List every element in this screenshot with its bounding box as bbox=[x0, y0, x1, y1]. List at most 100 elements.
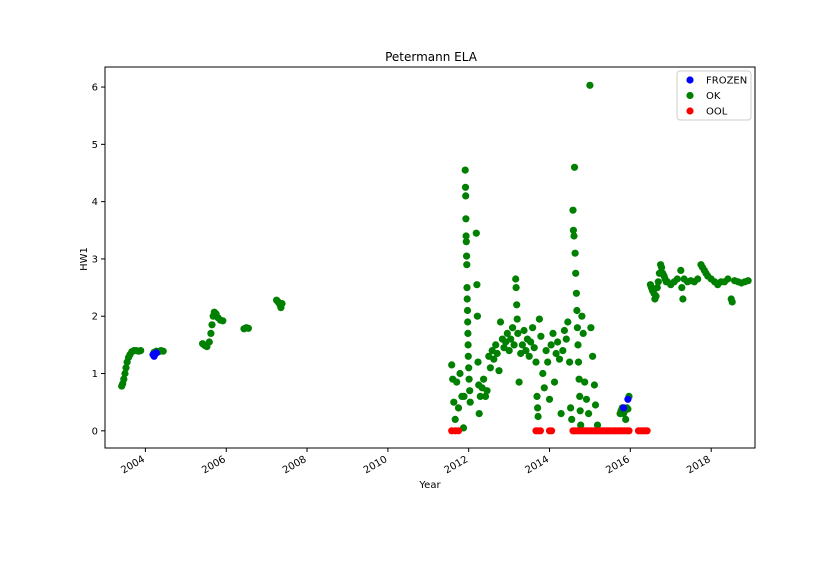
ok-marker bbox=[539, 369, 547, 378]
ok-marker bbox=[121, 369, 129, 378]
ok-marker bbox=[586, 81, 594, 89]
ok-marker bbox=[533, 392, 541, 400]
ok-marker bbox=[493, 349, 501, 358]
ok-marker bbox=[573, 306, 581, 315]
legend-label-frozen: FROZEN bbox=[706, 76, 747, 87]
ok-marker bbox=[480, 375, 488, 383]
ok-marker bbox=[464, 329, 472, 337]
legend-box bbox=[676, 70, 752, 121]
y-tick-label: 1 bbox=[92, 369, 98, 380]
ok-marker bbox=[585, 410, 593, 418]
ok-marker bbox=[744, 277, 752, 285]
ok-marker bbox=[507, 335, 515, 343]
ok-marker bbox=[654, 278, 662, 286]
ok-marker bbox=[562, 335, 570, 343]
ok-marker bbox=[461, 183, 470, 191]
ok-marker bbox=[514, 329, 522, 337]
ok-marker bbox=[278, 300, 286, 308]
y-axis: 0 1 2 3 4 5 6 bbox=[92, 83, 105, 437]
ok-marker bbox=[120, 375, 128, 383]
ok-marker bbox=[472, 229, 480, 237]
ok-marker bbox=[476, 392, 484, 400]
chart-title: Petermann ELA bbox=[385, 50, 478, 64]
ok-marker bbox=[576, 407, 584, 415]
ok-marker bbox=[505, 347, 513, 355]
ok-marker bbox=[569, 206, 577, 214]
ok-marker bbox=[462, 215, 470, 223]
ok-marker bbox=[530, 344, 538, 352]
ok-marker bbox=[522, 347, 530, 355]
ok-marker bbox=[540, 384, 548, 392]
ok-marker bbox=[593, 421, 602, 429]
ool-marker bbox=[454, 427, 463, 435]
ok-marker bbox=[673, 275, 681, 283]
y-tick-label: 0 bbox=[92, 426, 98, 437]
ok-marker bbox=[581, 378, 589, 386]
ok-marker bbox=[492, 341, 500, 349]
ok-marker bbox=[462, 238, 470, 246]
ok-marker bbox=[532, 358, 540, 366]
ok-marker bbox=[677, 266, 685, 274]
frozen-marker bbox=[620, 404, 628, 412]
ok-marker bbox=[513, 315, 521, 323]
ok-marker bbox=[570, 163, 579, 171]
ok-marker bbox=[463, 261, 471, 269]
ok-marker bbox=[579, 329, 587, 337]
ok-marker bbox=[463, 252, 471, 260]
ok-marker bbox=[571, 249, 579, 257]
ok-marker bbox=[463, 295, 471, 303]
y-tick-label: 5 bbox=[92, 140, 98, 151]
ok-marker bbox=[574, 358, 583, 366]
ok-marker bbox=[463, 284, 471, 292]
ok-marker bbox=[474, 358, 482, 366]
ok-marker bbox=[490, 355, 498, 363]
ok-marker bbox=[448, 361, 456, 369]
ok-marker bbox=[549, 329, 557, 337]
ok-marker bbox=[574, 341, 582, 349]
ok-marker bbox=[159, 347, 167, 355]
ok-marker bbox=[529, 324, 537, 332]
frozen-marker bbox=[152, 349, 160, 357]
ok-marker bbox=[573, 324, 582, 332]
ok-marker bbox=[570, 232, 578, 240]
legend-marker-ool bbox=[686, 107, 694, 115]
ok-marker bbox=[678, 284, 686, 292]
ok-marker bbox=[550, 378, 559, 386]
ok-marker bbox=[582, 395, 591, 403]
ok-marker bbox=[576, 392, 584, 400]
ok-marker bbox=[622, 415, 630, 423]
ool-marker bbox=[643, 427, 651, 435]
ok-marker bbox=[572, 289, 581, 297]
ok-marker bbox=[566, 358, 574, 366]
ok-marker bbox=[591, 401, 600, 409]
ok-marker bbox=[555, 355, 564, 363]
ok-marker bbox=[481, 392, 490, 400]
ok-marker bbox=[679, 295, 687, 303]
ok-marker bbox=[464, 341, 472, 349]
ok-marker bbox=[473, 281, 481, 289]
ok-marker bbox=[525, 352, 533, 360]
ok-marker bbox=[589, 352, 597, 360]
ok-marker bbox=[590, 381, 599, 389]
frozen-marker bbox=[624, 395, 632, 403]
ok-marker bbox=[694, 275, 702, 283]
ok-marker bbox=[728, 298, 736, 306]
ok-marker bbox=[244, 324, 252, 332]
ok-marker bbox=[560, 326, 569, 335]
y-tick-label: 2 bbox=[92, 312, 98, 323]
ok-marker bbox=[544, 358, 552, 366]
ok-marker bbox=[495, 367, 503, 375]
ok-marker bbox=[520, 326, 528, 335]
ok-marker bbox=[513, 301, 521, 309]
ool-marker bbox=[625, 427, 633, 435]
ok-marker bbox=[542, 347, 550, 355]
ok-marker bbox=[577, 421, 585, 429]
ok-marker bbox=[653, 284, 661, 292]
ok-marker bbox=[527, 338, 535, 346]
legend-marker-ok bbox=[686, 91, 694, 100]
ok-marker bbox=[463, 306, 472, 315]
ok-marker bbox=[454, 404, 463, 412]
ok-marker bbox=[578, 312, 586, 320]
ok-marker bbox=[208, 321, 216, 329]
